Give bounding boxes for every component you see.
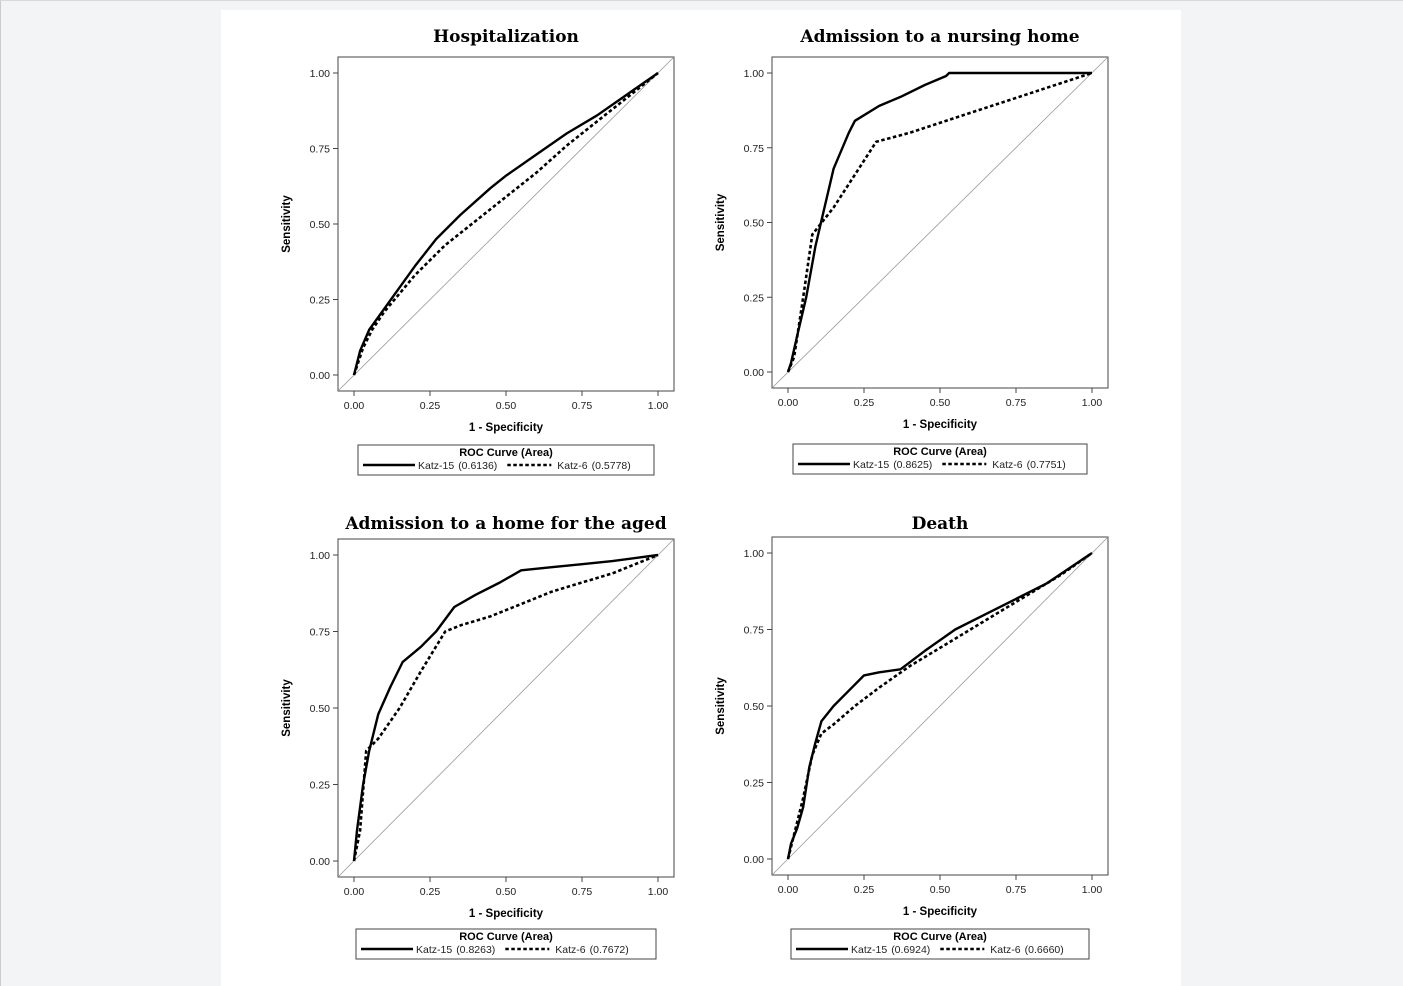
x-tick-label: 0.75 (1006, 884, 1027, 896)
x-axis-label: 1 - Specificity (903, 906, 978, 918)
roc-chart-4: Death 0.00 0.25 0.50 0.75 1.00 0.00 0.25 0.50 0.7… (715, 514, 1109, 960)
legend-series-area: (0.6924) (891, 944, 930, 956)
chart-title: Admission to a nursing home (799, 27, 1079, 47)
y-tick-label: 0.50 (310, 219, 331, 231)
y-tick-label: 1.00 (744, 548, 765, 560)
y-tick-label: 0.25 (310, 780, 331, 792)
x-tick-label: 0.75 (572, 886, 593, 898)
figure-panel: Hospitalization 0.00 0.25 0.50 0.75 1.00 0.00 0… (221, 10, 1181, 986)
reference-diagonal (337, 538, 675, 878)
y-axis-label: Sensitivity (715, 193, 727, 251)
legend-box (357, 444, 655, 476)
x-tick-label: 0.00 (778, 397, 799, 409)
x-tick-label: 0.75 (1006, 397, 1027, 409)
x-tick-label: 0.50 (496, 886, 517, 898)
x-tick-label: 0.25 (854, 884, 875, 896)
y-tick-label: 0.25 (310, 295, 331, 307)
y-tick-label: 0.75 (744, 625, 765, 637)
legend-series-name: Katz-6 (557, 460, 588, 472)
y-axis-label: Sensitivity (281, 679, 293, 737)
x-tick-label: 0.25 (420, 400, 441, 412)
legend-series-area: (0.8625) (893, 459, 932, 471)
legend-title: ROC Curve (Area) (893, 446, 987, 458)
x-tick-label: 1.00 (648, 400, 669, 412)
legend-series-name: Katz-15 (416, 944, 452, 956)
x-tick-label: 0.00 (344, 886, 365, 898)
reference-diagonal (771, 56, 1109, 389)
y-tick-label: 0.00 (310, 856, 331, 868)
chart-title: Hospitalization (433, 27, 579, 47)
y-tick-label: 1.00 (744, 68, 765, 80)
legend-series-name: Katz-15 (853, 459, 889, 471)
y-tick-label: 0.00 (310, 370, 331, 382)
y-tick-label: 0.50 (744, 218, 765, 230)
y-tick-label: 0.75 (310, 144, 331, 156)
series-line-katz-6 (352, 71, 659, 376)
x-tick-label: 1.00 (1082, 884, 1103, 896)
x-axis-label: 1 - Specificity (469, 908, 544, 920)
y-tick-label: 0.00 (744, 854, 765, 866)
legend-series-area: (0.6660) (1025, 944, 1064, 956)
series-line-katz-15 (786, 552, 1093, 860)
legend-title: ROC Curve (Area) (893, 931, 987, 943)
legend-series-name: Katz-6 (992, 459, 1023, 471)
y-tick-label: 0.75 (310, 627, 331, 639)
legend-series-area: (0.5778) (592, 460, 631, 472)
y-tick-label: 0.50 (310, 703, 331, 715)
legend-box (792, 443, 1088, 475)
chart-title: Death (912, 514, 969, 534)
x-tick-label: 0.25 (854, 397, 875, 409)
legend-series-name: Katz-6 (555, 944, 586, 956)
legend-series-name: Katz-15 (418, 460, 454, 472)
reference-diagonal (337, 56, 675, 392)
y-tick-label: 1.00 (310, 68, 331, 80)
y-tick-label: 1.00 (310, 550, 331, 562)
x-tick-label: 0.00 (344, 400, 365, 412)
legend-series-area: (0.7672) (590, 944, 629, 956)
legend-series-name: Katz-15 (851, 944, 887, 956)
reference-diagonal (771, 536, 1109, 876)
legend-title: ROC Curve (Area) (459, 447, 553, 459)
y-axis-label: Sensitivity (281, 195, 293, 253)
series-line-katz-15 (352, 553, 659, 862)
y-axis-label: Sensitivity (715, 677, 727, 735)
x-tick-label: 1.00 (648, 886, 669, 898)
x-tick-label: 0.00 (778, 884, 799, 896)
roc-chart-2: Admission to a nursing home 0.00 0.25 0.50 0… (715, 27, 1109, 475)
x-tick-label: 1.00 (1082, 397, 1103, 409)
x-tick-label: 0.50 (930, 884, 951, 896)
y-tick-label: 0.00 (744, 367, 765, 379)
series-line-katz-15 (786, 71, 1092, 373)
legend-series-name: Katz-6 (990, 944, 1021, 956)
x-tick-label: 0.75 (572, 400, 593, 412)
x-axis-label: 1 - Specificity (903, 419, 978, 431)
series-line-katz-6 (786, 71, 1093, 373)
legend-series-area: (0.6136) (458, 460, 497, 472)
legend-series-area: (0.7751) (1027, 459, 1066, 471)
legend-title: ROC Curve (Area) (459, 931, 553, 943)
y-tick-label: 0.25 (744, 778, 765, 790)
x-tick-label: 0.50 (496, 400, 517, 412)
x-tick-label: 0.50 (930, 397, 951, 409)
legend-series-area: (0.8263) (456, 944, 495, 956)
y-tick-label: 0.50 (744, 701, 765, 713)
legend-box (355, 928, 657, 960)
chart-title: Admission to a home for the aged (344, 514, 666, 534)
series-line-katz-15 (352, 72, 659, 376)
x-axis-label: 1 - Specificity (469, 422, 544, 434)
y-tick-label: 0.75 (744, 143, 765, 155)
series-line-katz-6 (786, 551, 1093, 860)
roc-chart-1: Hospitalization 0.00 0.25 0.50 0.75 1.00 0.00 0… (281, 27, 675, 476)
x-tick-label: 0.25 (420, 886, 441, 898)
legend-box (790, 928, 1090, 960)
roc-figure: Hospitalization 0.00 0.25 0.50 0.75 1.00 0.00 0… (281, 27, 1109, 960)
roc-chart-3: Admission to a home for the aged 0.00 0.25… (281, 514, 675, 960)
y-tick-label: 0.25 (744, 292, 765, 304)
